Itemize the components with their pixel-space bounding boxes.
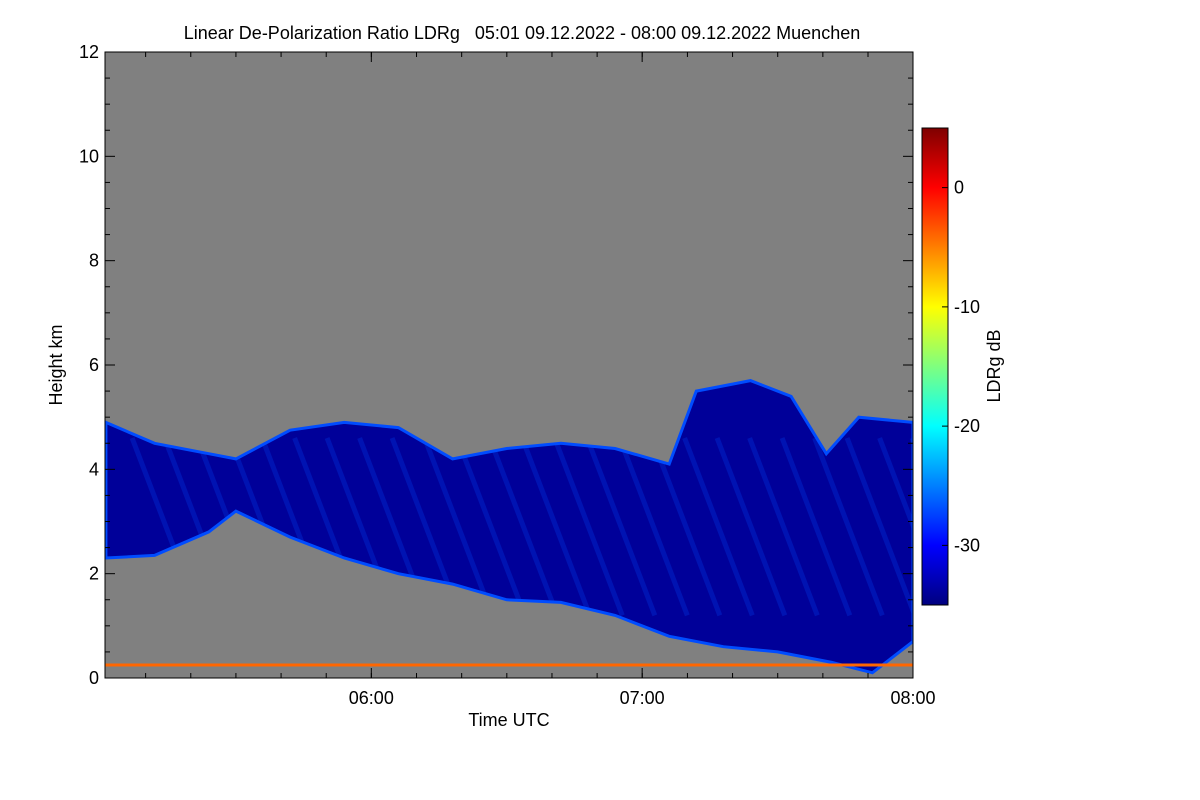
cloud-layer bbox=[105, 379, 913, 675]
y-tick-label: 0 bbox=[89, 668, 99, 688]
x-axis: 06:00 07:00 08:00 bbox=[145, 52, 936, 708]
fall-streak bbox=[714, 437, 788, 617]
fall-streak bbox=[519, 437, 593, 617]
fall-streak bbox=[584, 437, 658, 617]
colorbar-tick-label: -20 bbox=[954, 416, 980, 436]
x-tick-label: 06:00 bbox=[349, 688, 394, 708]
fall-streak bbox=[454, 437, 528, 617]
fall-streak bbox=[552, 437, 625, 617]
y-tick-label: 4 bbox=[89, 459, 99, 479]
y-tick-label: 12 bbox=[79, 42, 99, 62]
y-axis: 0 2 4 6 8 10 12 bbox=[79, 42, 913, 688]
colorbar-tick-label: -10 bbox=[954, 297, 980, 317]
fall-streak bbox=[812, 437, 885, 617]
fall-streak bbox=[422, 437, 495, 617]
colorbar-label: LDRg dB bbox=[984, 329, 1004, 402]
colorbar-ticks: 0 -10 -20 -30 bbox=[942, 178, 980, 555]
fall-streak bbox=[487, 437, 560, 617]
fall-streak bbox=[779, 437, 853, 617]
plot-area bbox=[105, 52, 913, 678]
x-axis-label: Time UTC bbox=[468, 710, 549, 730]
fall-streak bbox=[649, 437, 723, 617]
fall-streak bbox=[844, 437, 913, 617]
y-tick-label: 6 bbox=[89, 355, 99, 375]
y-tick-label: 8 bbox=[89, 251, 99, 271]
x-tick-label: 08:00 bbox=[890, 688, 935, 708]
colorbar-tick-label: -30 bbox=[954, 535, 980, 555]
colorbar-tick-label: 0 bbox=[954, 178, 964, 198]
y-tick-label: 10 bbox=[79, 146, 99, 166]
fall-streak bbox=[617, 437, 690, 617]
colorbar: 0 -10 -20 -30 LDRg dB bbox=[921, 127, 1004, 606]
y-axis-label: Height km bbox=[46, 324, 66, 405]
fall-streak bbox=[747, 437, 820, 617]
y-tick-label: 2 bbox=[89, 564, 99, 584]
fall-streak bbox=[682, 437, 755, 617]
x-tick-label: 07:00 bbox=[620, 688, 665, 708]
colorbar-gradient bbox=[921, 127, 949, 606]
fall-streak bbox=[877, 437, 913, 617]
chart-title: Linear De-Polarization Ratio LDRg 05:01 … bbox=[184, 23, 860, 43]
